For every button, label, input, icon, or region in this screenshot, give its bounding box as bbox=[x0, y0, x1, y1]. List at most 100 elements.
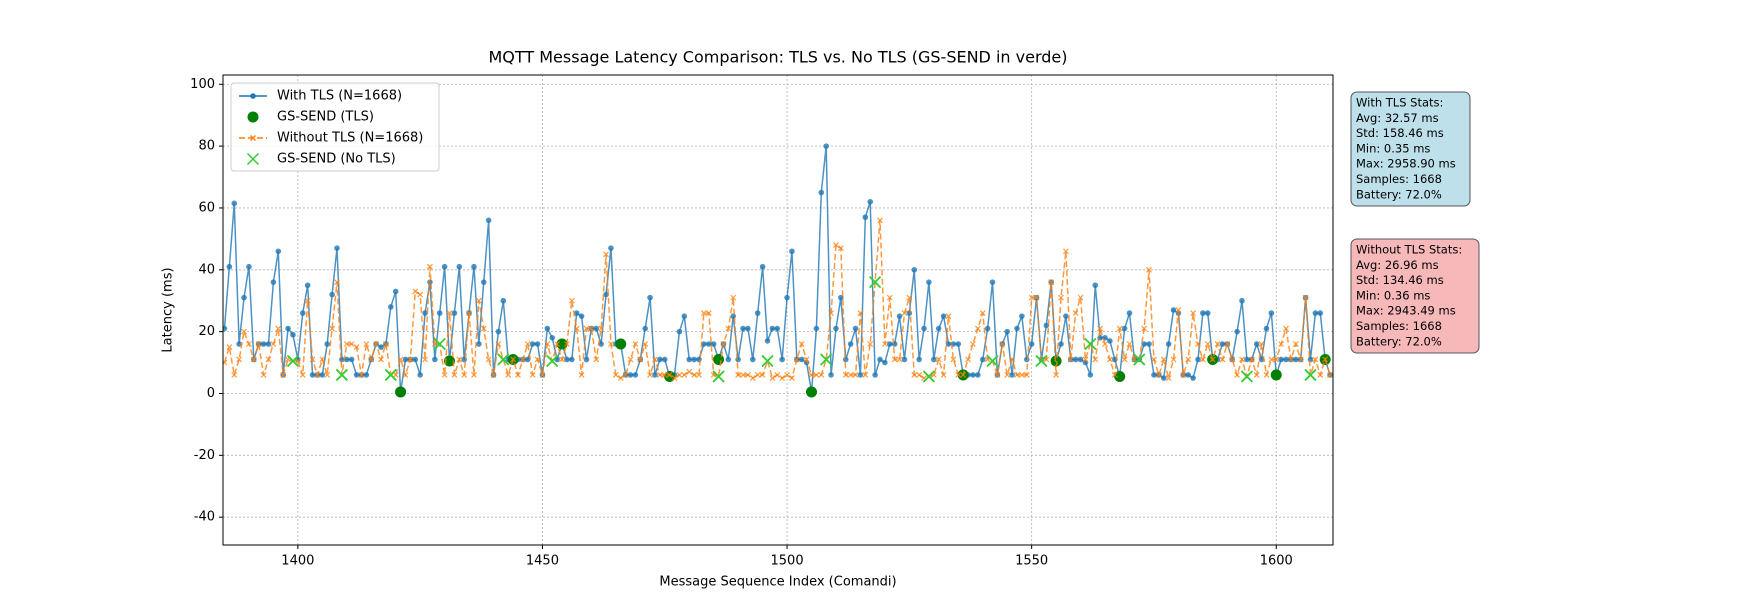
point bbox=[647, 372, 653, 378]
point bbox=[1224, 341, 1231, 347]
y-tick-label: -20 bbox=[194, 448, 215, 463]
point bbox=[632, 372, 639, 378]
point bbox=[842, 372, 849, 378]
point bbox=[779, 356, 785, 363]
point bbox=[940, 313, 947, 319]
gs-send-point bbox=[1035, 354, 1048, 368]
gs-send-point bbox=[1133, 353, 1146, 366]
gs-send-point bbox=[1304, 368, 1317, 382]
point bbox=[730, 313, 737, 319]
point bbox=[593, 325, 600, 332]
point bbox=[877, 356, 883, 363]
point bbox=[1082, 356, 1089, 363]
point bbox=[1116, 325, 1123, 332]
point bbox=[1160, 375, 1167, 381]
point bbox=[686, 356, 693, 363]
point bbox=[1190, 375, 1196, 381]
point bbox=[774, 372, 781, 378]
point bbox=[1141, 341, 1147, 347]
point bbox=[446, 310, 453, 317]
point bbox=[1058, 294, 1064, 301]
point bbox=[1204, 310, 1211, 316]
point bbox=[324, 341, 331, 347]
point bbox=[891, 356, 898, 363]
point bbox=[1004, 372, 1011, 378]
y-tick-label: 60 bbox=[198, 200, 215, 215]
point bbox=[906, 310, 913, 316]
gs-send-point bbox=[712, 370, 725, 383]
point bbox=[480, 325, 487, 332]
point bbox=[1028, 341, 1035, 347]
point bbox=[270, 279, 277, 285]
point bbox=[950, 356, 957, 363]
point bbox=[441, 263, 448, 270]
point bbox=[495, 341, 502, 347]
point bbox=[314, 372, 321, 378]
point bbox=[701, 341, 707, 347]
point bbox=[1248, 356, 1255, 363]
point bbox=[935, 325, 942, 332]
point bbox=[1268, 356, 1275, 363]
point bbox=[935, 356, 942, 363]
point bbox=[867, 341, 874, 347]
point bbox=[402, 356, 409, 363]
point bbox=[911, 267, 918, 273]
x-tick-label: 1500 bbox=[771, 554, 804, 569]
point bbox=[955, 372, 962, 378]
stats-text: With TLS Stats: bbox=[1356, 96, 1443, 110]
point bbox=[1297, 356, 1304, 363]
point bbox=[480, 279, 487, 285]
point bbox=[886, 294, 893, 301]
point bbox=[451, 372, 458, 378]
point bbox=[524, 356, 531, 363]
point bbox=[441, 372, 448, 378]
stats-text: Battery: 72.0% bbox=[1356, 334, 1442, 348]
point bbox=[456, 356, 463, 363]
point bbox=[529, 341, 536, 347]
point bbox=[1312, 310, 1319, 316]
point bbox=[784, 372, 790, 378]
point bbox=[608, 245, 614, 251]
point bbox=[784, 294, 790, 301]
y-tick-label: 80 bbox=[198, 139, 215, 154]
point bbox=[1199, 356, 1206, 363]
point bbox=[872, 372, 878, 378]
point bbox=[231, 372, 238, 378]
point bbox=[329, 325, 336, 332]
point bbox=[965, 356, 971, 363]
point bbox=[1141, 325, 1148, 332]
point bbox=[1283, 325, 1289, 332]
point bbox=[1023, 372, 1030, 378]
point bbox=[700, 310, 707, 317]
stats-text: Std: 134.46 ms bbox=[1356, 273, 1444, 287]
point bbox=[1092, 356, 1099, 363]
point bbox=[759, 263, 766, 270]
point bbox=[1278, 356, 1284, 363]
point bbox=[960, 372, 967, 378]
stats-text: Avg: 26.96 ms bbox=[1356, 258, 1439, 272]
point bbox=[696, 372, 702, 378]
point bbox=[705, 310, 712, 317]
point bbox=[1097, 325, 1104, 332]
point bbox=[974, 325, 981, 332]
chart-title: MQTT Message Latency Comparison: TLS vs.… bbox=[489, 48, 1068, 67]
point bbox=[979, 310, 986, 317]
point bbox=[505, 372, 512, 378]
legend-marker bbox=[246, 152, 260, 166]
stats-text: Max: 2943.49 ms bbox=[1356, 304, 1456, 318]
point bbox=[417, 372, 423, 378]
y-tick-label: 20 bbox=[198, 324, 215, 339]
gs-send-point bbox=[1240, 370, 1254, 383]
point bbox=[324, 372, 331, 378]
point bbox=[813, 372, 820, 378]
point bbox=[681, 313, 688, 319]
point bbox=[544, 325, 551, 332]
point bbox=[921, 325, 927, 332]
plot-area bbox=[223, 143, 1333, 398]
point bbox=[485, 217, 492, 224]
point bbox=[519, 356, 526, 363]
point bbox=[906, 294, 913, 301]
point bbox=[710, 341, 717, 347]
point bbox=[422, 356, 428, 363]
point bbox=[994, 372, 1001, 378]
